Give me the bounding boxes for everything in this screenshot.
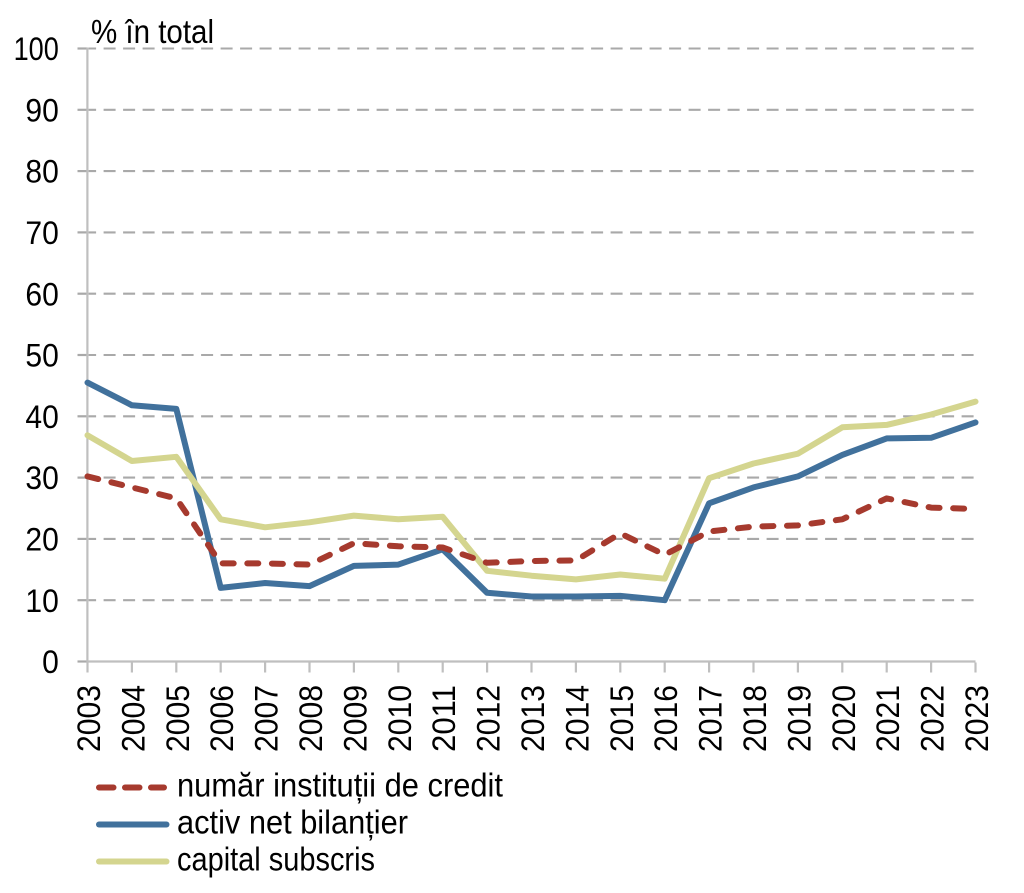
svg-text:2008: 2008 (293, 685, 329, 752)
svg-text:10: 10 (25, 583, 58, 619)
svg-text:% în total: % în total (91, 13, 214, 50)
svg-text:2017: 2017 (693, 685, 729, 752)
svg-text:20: 20 (25, 522, 58, 558)
svg-text:80: 80 (25, 154, 58, 190)
svg-text:2023: 2023 (959, 685, 995, 752)
svg-text:activ net bilanțier: activ net bilanțier (177, 804, 408, 841)
svg-text:număr instituții de credit: număr instituții de credit (177, 767, 503, 804)
svg-text:2013: 2013 (515, 685, 551, 752)
svg-text:2019: 2019 (781, 685, 817, 752)
svg-text:50: 50 (25, 338, 58, 374)
svg-text:2014: 2014 (559, 685, 595, 752)
svg-text:2016: 2016 (648, 685, 684, 752)
svg-text:2012: 2012 (471, 685, 507, 752)
svg-text:100: 100 (14, 31, 59, 67)
svg-text:2009: 2009 (337, 685, 373, 752)
svg-text:2022: 2022 (915, 685, 951, 752)
svg-text:90: 90 (25, 92, 58, 128)
svg-text:2004: 2004 (115, 685, 151, 752)
svg-text:2020: 2020 (826, 685, 862, 752)
svg-text:0: 0 (42, 644, 59, 680)
svg-text:2005: 2005 (160, 685, 196, 752)
svg-text:2018: 2018 (737, 685, 773, 752)
svg-text:70: 70 (25, 215, 58, 251)
svg-text:2015: 2015 (604, 685, 640, 752)
svg-text:capital subscris: capital subscris (177, 841, 375, 878)
svg-text:2011: 2011 (426, 685, 462, 752)
svg-text:30: 30 (25, 460, 58, 496)
svg-text:2007: 2007 (249, 685, 285, 752)
svg-text:60: 60 (25, 276, 58, 312)
svg-text:2006: 2006 (204, 685, 240, 752)
svg-text:2003: 2003 (71, 685, 107, 752)
svg-text:2010: 2010 (382, 685, 418, 752)
svg-text:40: 40 (25, 399, 58, 435)
svg-text:2021: 2021 (870, 685, 906, 752)
